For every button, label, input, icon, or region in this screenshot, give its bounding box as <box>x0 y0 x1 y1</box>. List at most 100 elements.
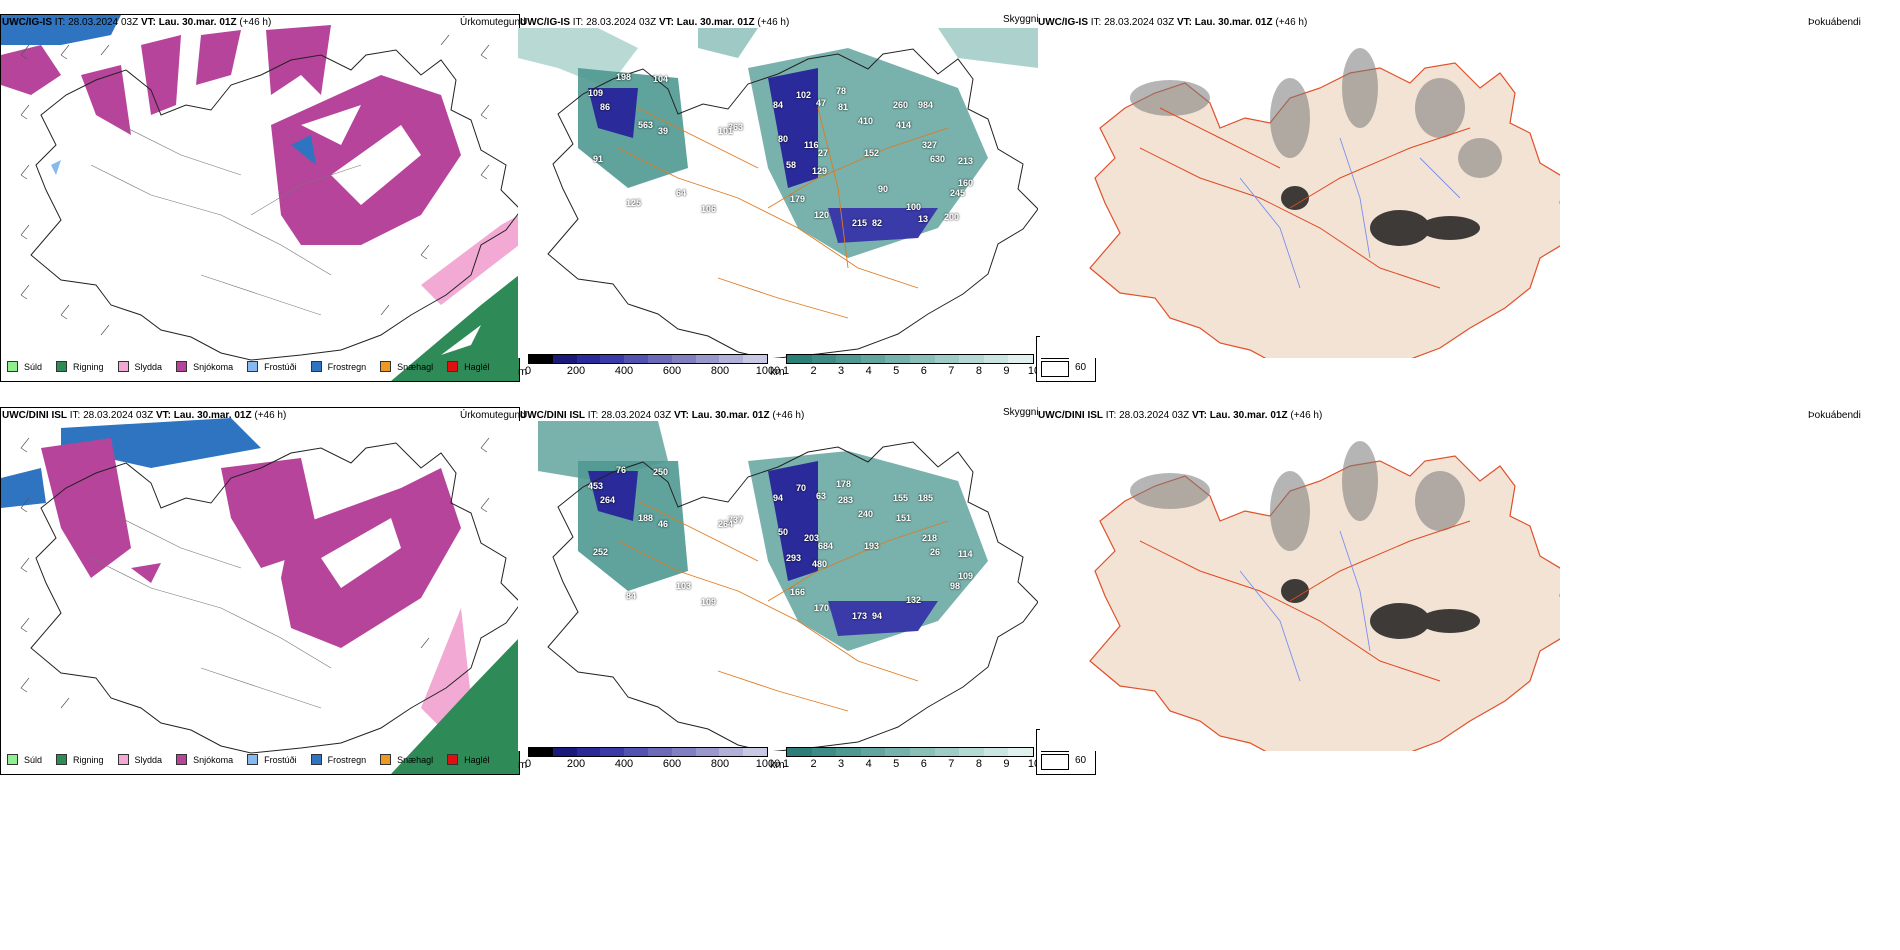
colorbar-swatch <box>695 748 720 756</box>
fog-indicator-map <box>1040 28 1560 358</box>
legend-swatch <box>7 361 18 372</box>
legend-label: Rigning <box>73 361 104 372</box>
ceiling-value-label: 160 <box>958 178 974 188</box>
legend-swatch <box>447 754 459 765</box>
it-label: IT: <box>54 17 66 28</box>
lead-time: (+46 h) <box>772 410 805 421</box>
ceiling-visibility-map: 453 264 188 46 250 76 103 252 84 109 94 70 63 178 283 5… <box>518 421 1038 751</box>
ceiling-value-label: 132 <box>906 595 922 605</box>
colorbar-tick-label: 2 <box>810 758 817 770</box>
colorbar-tick-label: 200 <box>566 758 586 770</box>
ceiling-value-label: 410 <box>858 116 874 126</box>
ceiling-value-label: 737 <box>728 515 744 525</box>
cloud-title: Skyggni <box>1003 407 1039 418</box>
model-name: UWC/IG-IS <box>520 17 570 28</box>
legend-swatch <box>310 361 322 372</box>
colorbar-tick-label: 1000 <box>755 758 781 770</box>
colorbar-swatch <box>934 355 960 363</box>
vt-label: VT: Lau. 30.mar. 01Z <box>155 410 252 421</box>
precip-title: Úrkomutegund <box>460 17 526 28</box>
colorbar-swatch <box>671 748 696 756</box>
ceiling-value-label: 173 <box>852 611 868 621</box>
legend-item: Snjókoma <box>176 361 233 372</box>
colorbar-tick-label: 800 <box>710 365 730 377</box>
colorbar-swatch <box>743 355 767 363</box>
ceiling-value-label: 264 <box>718 519 734 529</box>
colorbar-swatch <box>671 355 696 363</box>
legend-swatch <box>56 754 68 765</box>
colorbar-swatch <box>909 748 935 756</box>
colorbar-swatch <box>719 748 744 756</box>
colorbar-swatches <box>528 354 768 364</box>
legend-label: Haglél <box>464 361 490 372</box>
colorbar-swatch <box>959 355 984 363</box>
fog-swatch-light <box>1041 361 1069 377</box>
vt-label: VT: Lau. 30.mar. 01Z <box>1176 17 1273 28</box>
colorbar-tick-label: 600 <box>662 758 682 770</box>
ceiling-value-label: 152 <box>864 148 880 158</box>
colorbar-tick-label: 2 <box>810 365 817 377</box>
legend-swatch <box>310 754 322 765</box>
colorbar-swatch <box>552 355 577 363</box>
precip-header: UWC/IG-IS IT: 28.03.2024 03Z VT: Lau. 30… <box>2 17 271 29</box>
ceiling-value-label: 114 <box>958 549 973 559</box>
legend-label: Súld <box>24 754 43 765</box>
ceiling-value-label: 90 <box>878 184 889 194</box>
legend-label: Haglél <box>464 754 490 765</box>
colorbar-swatch <box>647 355 672 363</box>
it-value: 28.03.2024 03Z <box>1104 17 1175 28</box>
legend-item: Frostúði <box>247 754 297 765</box>
colorbar-tick-label: 1 <box>782 758 790 770</box>
colorbar-tick-label: 0 <box>524 365 532 377</box>
ceiling-value-label: 252 <box>593 547 609 557</box>
visibility-unit: km <box>770 366 785 378</box>
ceiling-value-label: 363 <box>728 122 744 132</box>
colorbar-swatch <box>529 748 553 756</box>
ceiling-value-label: 102 <box>796 90 812 100</box>
colorbar-tick-label: 7 <box>948 758 955 770</box>
ceiling-value-label: 104 <box>653 74 669 84</box>
legend-label: Slydda <box>134 754 163 765</box>
lead-time: (+46 h) <box>757 17 790 28</box>
vt-label: VT: Lau. 30.mar. 01Z <box>673 410 770 421</box>
colorbar-swatch <box>983 748 1009 756</box>
legend-item: Snæhagl <box>380 361 433 372</box>
colorbar-swatch <box>1008 748 1033 756</box>
ceiling-value-label: 264 <box>600 495 616 505</box>
ceiling-value-label: 453 <box>588 481 604 491</box>
ceiling-value-label: 984 <box>918 100 934 110</box>
ceiling-value-label: 293 <box>786 553 802 563</box>
it-value: 28.03.2024 03Z <box>83 410 154 421</box>
colorbar-tick-label: 6 <box>920 758 927 770</box>
colorbar-swatch <box>647 748 672 756</box>
colorbar-tick-label: 1000 <box>755 365 781 377</box>
legend-label: Snæhagl <box>397 361 434 372</box>
ceiling-value-label: 563 <box>638 120 654 130</box>
ceiling-value-label: 630 <box>930 154 946 164</box>
colorbar-tick-label: 7 <box>948 365 955 377</box>
colorbar-tick-label: 8 <box>975 365 982 377</box>
ceiling-value-label: 78 <box>836 86 847 96</box>
colorbar-swatch <box>860 748 886 756</box>
colorbar-swatch <box>787 748 812 756</box>
ceiling-value-label: 170 <box>814 603 830 613</box>
ceiling-value-label: 250 <box>653 467 669 477</box>
colorbar-swatch <box>1008 355 1033 363</box>
colorbar-swatch <box>529 355 553 363</box>
legend-swatch <box>117 754 129 765</box>
model-name: UWC/DINI ISL <box>2 410 67 421</box>
ceiling-value-label: 218 <box>922 533 938 543</box>
fog-title: Þokuábendi <box>1808 17 1861 28</box>
precip-title: Úrkomutegund <box>460 410 526 421</box>
ceiling-value-label: 109 <box>701 597 717 607</box>
colorbar-swatches <box>528 747 768 757</box>
colorbar-tick-label: 3 <box>838 758 845 770</box>
legend-label: Snæhagl <box>397 754 434 765</box>
legend-item: Frostregn <box>310 361 366 372</box>
legend-swatch <box>247 754 259 765</box>
colorbar-swatch <box>885 355 910 363</box>
it-value: 28.03.2024 03Z <box>68 17 139 28</box>
colorbar-swatch <box>576 355 601 363</box>
colorbar-swatch <box>787 355 812 363</box>
legend-swatch <box>380 754 392 765</box>
